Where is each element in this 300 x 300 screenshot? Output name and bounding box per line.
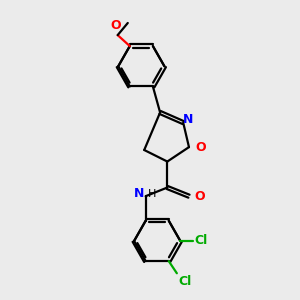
Text: N: N: [183, 113, 194, 126]
Text: N: N: [134, 188, 144, 200]
Text: O: O: [194, 190, 205, 203]
Text: O: O: [195, 141, 206, 154]
Text: Cl: Cl: [195, 234, 208, 248]
Text: Cl: Cl: [178, 275, 191, 288]
Text: O: O: [110, 19, 121, 32]
Text: H: H: [147, 189, 156, 199]
